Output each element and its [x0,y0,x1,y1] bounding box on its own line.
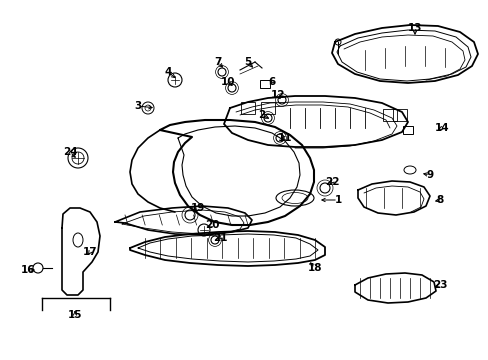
Text: 11: 11 [277,133,292,143]
Bar [260,80,269,88]
Text: 18: 18 [307,263,322,273]
Text: 8: 8 [435,195,443,205]
Bar [241,102,254,114]
Text: 5: 5 [244,57,251,67]
Text: 20: 20 [204,220,219,230]
Text: 7: 7 [214,57,221,67]
Text: 1: 1 [334,195,341,205]
Bar [402,126,412,134]
Text: 9: 9 [426,170,433,180]
Text: 12: 12 [270,90,285,100]
Text: 3: 3 [134,101,142,111]
Bar [261,102,274,114]
Text: 10: 10 [220,77,235,87]
Text: 13: 13 [407,23,421,33]
Text: 19: 19 [190,203,205,213]
Text: 6: 6 [268,77,275,87]
Text: 4: 4 [164,67,171,77]
Text: 2: 2 [258,110,265,120]
Text: 15: 15 [68,310,82,320]
Text: 17: 17 [82,247,97,257]
Text: 23: 23 [432,280,447,290]
Text: 22: 22 [324,177,339,187]
Bar [392,109,406,121]
Text: 24: 24 [62,147,77,157]
Bar [382,109,396,121]
Text: 16: 16 [20,265,35,275]
Text: 14: 14 [434,123,448,133]
Text: 21: 21 [212,233,227,243]
